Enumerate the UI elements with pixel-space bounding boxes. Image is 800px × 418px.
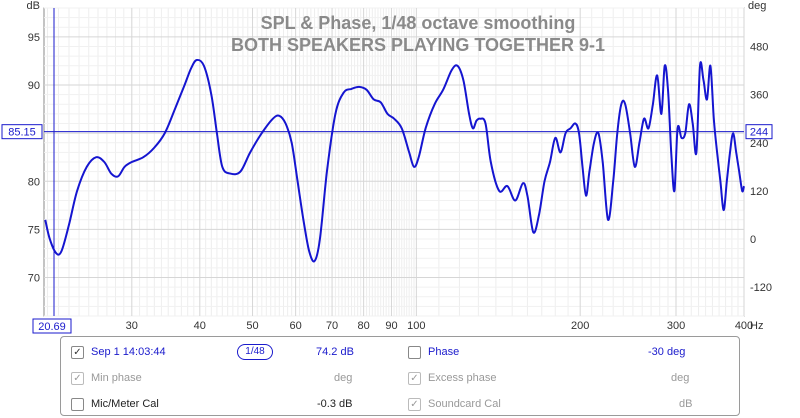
- y-left-tick-label: 75: [28, 224, 40, 236]
- y-left-unit-label: dB: [27, 0, 40, 12]
- excess-phase-checkbox[interactable]: ✓: [408, 372, 421, 385]
- phase-label: Phase: [428, 346, 460, 358]
- min-phase-label: Min phase: [91, 372, 142, 384]
- soundcard-cal-label: Soundcard Cal: [428, 398, 501, 410]
- mic-cal-checkbox[interactable]: [71, 398, 84, 411]
- soundcard-cal-value: dB: [679, 398, 693, 410]
- legend-row-min-phase: ✓ Min phase deg ✓ Excess phase deg: [61, 367, 739, 389]
- measurement-legend-panel: ✓ Sep 1 14:03:44 1/48 74.2 dB Phase -30 …: [60, 336, 740, 416]
- y-left-tick-label: 90: [28, 80, 40, 92]
- x-tick-label: 300: [667, 320, 685, 332]
- y-left-tick-label: 80: [28, 176, 40, 188]
- phase-value: -30 deg: [648, 346, 686, 358]
- legend-row-measurement: ✓ Sep 1 14:03:44 1/48 74.2 dB Phase -30 …: [61, 341, 739, 363]
- measurement-checkbox[interactable]: ✓: [71, 346, 84, 359]
- spl-phase-chart[interactable]: 30405060708090100200300400Hz707580859095…: [0, 0, 800, 336]
- y-right-tick-label: 360: [750, 90, 768, 102]
- y-right-unit-label: deg: [748, 0, 766, 12]
- x-tick-label: 60: [290, 320, 302, 332]
- measurement-name[interactable]: Sep 1 14:03:44: [91, 346, 166, 358]
- x-tick-label: 80: [357, 320, 369, 332]
- spl-value: 74.2 dB: [316, 346, 354, 358]
- cursor-y-box: [1, 124, 43, 140]
- soundcard-cal-checkbox[interactable]: ✓: [408, 398, 421, 411]
- y-left-tick-label: 95: [28, 32, 40, 44]
- min-phase-value: deg: [334, 372, 353, 384]
- x-unit-label: Hz: [750, 320, 763, 332]
- mic-cal-label: Mic/Meter Cal: [91, 398, 159, 410]
- x-tick-label: 40: [194, 320, 206, 332]
- mic-cal-value: -0.3 dB: [317, 398, 353, 410]
- x-tick-label: 100: [407, 320, 425, 332]
- spl-series-line[interactable]: [44, 58, 745, 263]
- legend-row-cal: Mic/Meter Cal -0.3 dB ✓ Soundcard Cal dB: [61, 393, 739, 415]
- y-right-tick-label: 0: [750, 234, 756, 246]
- smoothing-badge[interactable]: 1/48: [237, 344, 273, 360]
- excess-phase-value: deg: [671, 372, 690, 384]
- chart-title: SPL & Phase, 1/48 octave smoothing: [261, 13, 576, 33]
- cursor-x-box: [32, 318, 72, 334]
- cursor-y-label: 85.15: [8, 127, 36, 139]
- x-tick-label: 30: [126, 320, 138, 332]
- min-phase-checkbox[interactable]: ✓: [71, 372, 84, 385]
- y-right-tick-label: -120: [750, 282, 772, 294]
- y-left-tick-label: 70: [28, 273, 40, 285]
- x-tick-label: 90: [385, 320, 397, 332]
- x-tick-label: 400: [735, 320, 753, 332]
- chart-subtitle: BOTH SPEAKERS PLAYING TOGETHER 9-1: [231, 35, 605, 55]
- excess-phase-label: Excess phase: [428, 372, 497, 384]
- y-right-tick-label: 480: [750, 42, 768, 54]
- cursor-x-label: 20.69: [38, 321, 66, 333]
- x-tick-label: 70: [326, 320, 338, 332]
- cursor-y-right-box: [745, 124, 773, 140]
- cursor-y-right-label: 244: [750, 127, 768, 139]
- x-tick-label: 50: [246, 320, 258, 332]
- y-right-tick-label: 120: [750, 186, 768, 198]
- phase-checkbox[interactable]: [408, 346, 421, 359]
- x-tick-label: 200: [571, 320, 589, 332]
- y-right-tick-label: 240: [750, 138, 768, 150]
